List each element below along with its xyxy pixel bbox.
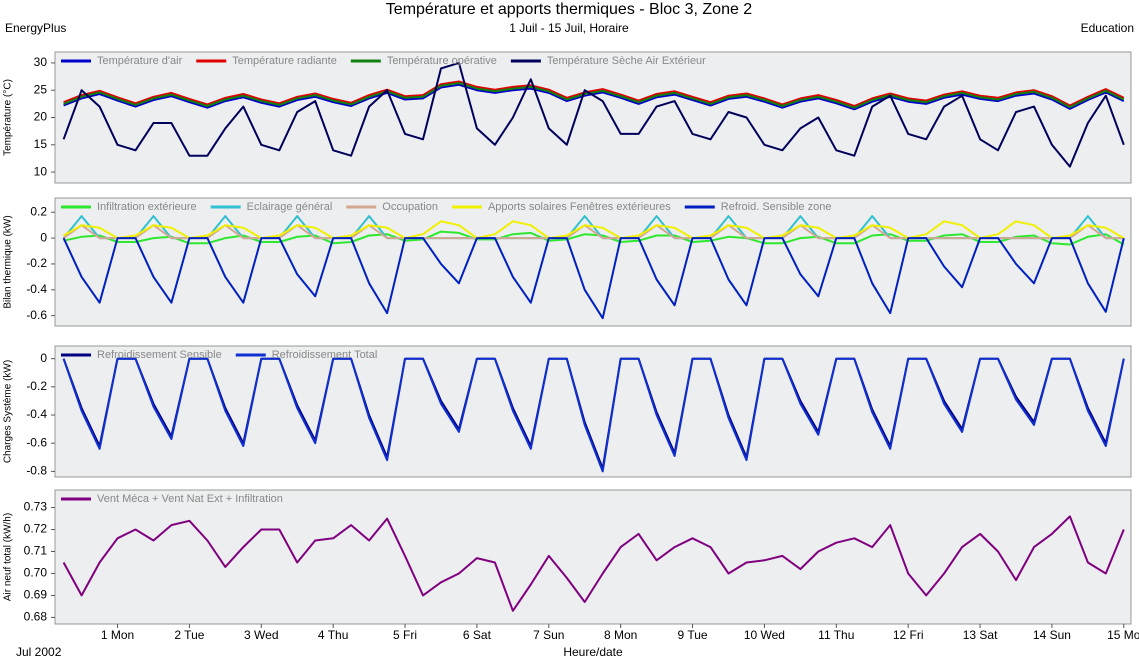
- legend-label: Eclairage général: [247, 201, 333, 213]
- x-tick-label: 8 Mon: [604, 628, 637, 642]
- x-tick-label: 5 Fri: [393, 628, 417, 642]
- y-tick-label: 0.70: [24, 566, 48, 580]
- y-tick-label: 0.69: [24, 588, 48, 602]
- y-tick-label: -0.2: [26, 256, 47, 270]
- x-tick-label: 4 Thu: [318, 628, 348, 642]
- y-tick-label: 0: [40, 230, 47, 244]
- x-tick-label: 10 Wed: [744, 628, 785, 642]
- x-tick-label: 7 Sun: [533, 628, 564, 642]
- legend-label: Occupation: [382, 201, 438, 213]
- y-tick-label: -0.4: [26, 282, 47, 296]
- series-line: [63, 80, 1125, 107]
- y-axis-label: Air neuf total (kW/h): [3, 513, 14, 601]
- series-line: [63, 83, 1125, 111]
- page-title: Température et apports thermiques - Bloc…: [386, 1, 753, 18]
- y-tick-label: 20: [34, 110, 48, 124]
- x-tick-label: 1 Mon: [101, 628, 134, 642]
- plot-area: [54, 51, 1132, 184]
- y-tick-label: 0.72: [24, 522, 48, 536]
- x-tick-label: 12 Fri: [893, 628, 924, 642]
- legend-label: Refroidissement Sensible: [97, 349, 222, 361]
- series-line: [63, 224, 1124, 240]
- series-line: [62, 357, 1125, 473]
- x-tick-label: 3 Wed: [244, 628, 278, 642]
- legend-label: Apports solaires Fenêtres extérieures: [488, 201, 671, 213]
- x-axis-label: Heure/date: [563, 645, 623, 659]
- page-subtitle: 1 Juil - 15 Juil, Horaire: [509, 21, 629, 35]
- x-tick-label: 15 Mo: [1107, 628, 1139, 642]
- y-tick-label: -0.4: [26, 407, 47, 421]
- x-tick-label: 2 Tue: [174, 628, 204, 642]
- legend-label: Refroidissement Total: [272, 349, 378, 361]
- y-tick-label: -0.6: [26, 308, 47, 322]
- x-tick-label: 6 Sat: [463, 628, 492, 642]
- plot-area: [54, 345, 1132, 478]
- y-tick-label: 0.71: [24, 544, 48, 558]
- y-tick-label: -0.6: [26, 435, 47, 449]
- y-tick-label: 15: [34, 137, 48, 151]
- date-label: Jul 2002: [16, 645, 62, 659]
- legend-label: Température opérative: [387, 55, 497, 67]
- y-tick-label: -0.2: [26, 379, 47, 393]
- y-tick-label: 0.68: [24, 610, 48, 624]
- series-line: [62, 61, 1125, 168]
- legend-label: Refroid. Sensible zone: [721, 201, 832, 213]
- series-line: [63, 220, 1125, 240]
- y-tick-label: 25: [34, 82, 48, 96]
- x-tick-label: 13 Sat: [963, 628, 998, 642]
- y-axis-label: Température (°C): [3, 79, 14, 156]
- legend-label: Température Sèche Air Extérieur: [547, 55, 706, 67]
- y-tick-label: 0.73: [24, 500, 48, 514]
- building-label: Education: [1081, 21, 1134, 35]
- x-tick-label: 11 Thu: [818, 628, 854, 642]
- legend-label: Infiltration extérieure: [97, 201, 197, 213]
- y-tick-label: 0: [40, 351, 47, 365]
- series-line: [62, 515, 1125, 612]
- y-axis-label: Charges Système (kW): [3, 360, 14, 463]
- source-label: EnergyPlus: [5, 21, 66, 35]
- legend-label: Vent Méca + Vent Nat Ext + Infiltration: [97, 493, 283, 505]
- y-tick-label: -0.8: [26, 464, 47, 478]
- legend-label: Température d'air: [97, 55, 183, 67]
- y-tick-label: 30: [34, 55, 48, 69]
- series-line: [62, 237, 1125, 320]
- plot-area: [54, 489, 1132, 625]
- plot-area: [54, 197, 1132, 327]
- legend-label: Température radiante: [232, 55, 337, 67]
- series-line: [63, 82, 1125, 109]
- x-tick-label: 9 Tue: [678, 628, 708, 642]
- y-axis-label: Bilan thermique (kW): [3, 215, 14, 308]
- y-tick-label: 10: [34, 164, 48, 178]
- y-tick-label: 0.2: [30, 204, 47, 218]
- series-line: [62, 357, 1125, 470]
- x-tick-label: 14 Sun: [1033, 628, 1071, 642]
